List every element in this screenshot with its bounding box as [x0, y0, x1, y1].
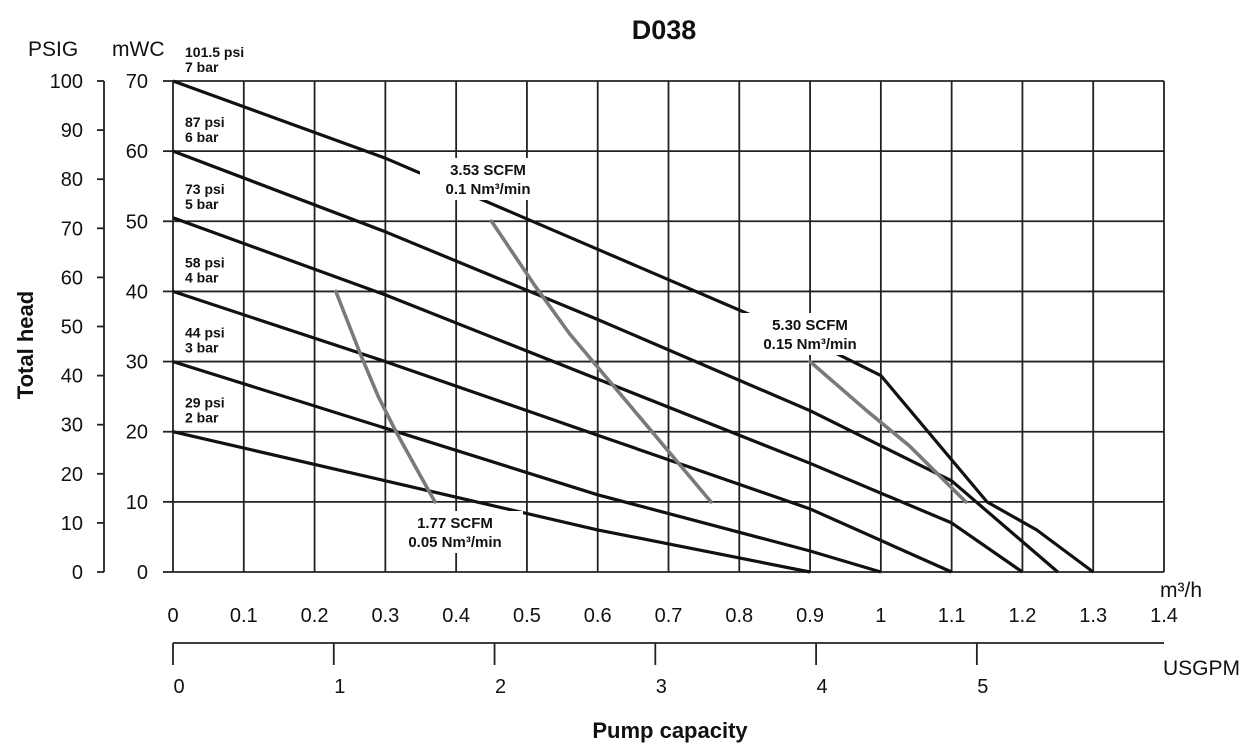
x-unit-label: m³/h: [1160, 579, 1202, 602]
curve-label-psi: 44 psi: [185, 325, 225, 341]
curve-label-bar: 7 bar: [185, 59, 219, 75]
curve-label-bg: [180, 393, 242, 427]
air-label-nm3: 0.15 Nm³/min: [763, 336, 856, 353]
curve-label-bg: [180, 43, 242, 76]
pressure-curve: [172, 289, 953, 574]
mwc-tick-label: 20: [126, 422, 148, 444]
air-consumption-curves: [334, 219, 968, 504]
pressure-curve: [172, 216, 1024, 574]
curve-label-bar: 2 bar: [185, 410, 219, 426]
curve-label-bar: 6 bar: [185, 129, 219, 145]
psig-tick-label: 50: [61, 317, 83, 339]
psig-tick-label: 80: [61, 169, 83, 191]
curve-label-psi: 58 psi: [185, 254, 225, 270]
x-tick-label: 0.8: [725, 605, 753, 627]
chart-title: D038: [632, 15, 697, 45]
x-tick-label: 0.1: [230, 605, 258, 627]
air-label-nm3: 0.1 Nm³/min: [445, 181, 530, 198]
usgpm-tick-label: 1: [334, 676, 345, 698]
air-label-scfm: 1.77 SCFM: [417, 515, 493, 532]
curve-label-psi: 87 psi: [185, 114, 225, 130]
psig-tick-label: 30: [61, 415, 83, 437]
usgpm-tick-label: 3: [656, 676, 667, 698]
air-label-bg: [742, 313, 878, 355]
x-tick-label: 0.9: [796, 605, 824, 627]
psig-tick-label: 100: [50, 71, 83, 93]
curve-label-bar: 5 bar: [185, 196, 219, 212]
curve-label-bg: [180, 113, 242, 147]
psig-tick-label: 90: [61, 120, 83, 142]
air-label-scfm: 3.53 SCFM: [450, 162, 526, 179]
curve-label-bar: 4 bar: [185, 269, 219, 285]
psig-tick-label: 10: [61, 513, 83, 535]
x-axes: 0 0.1 0.2 0.3 0.4 0.5 0.6 0.7 0.8 0.9 1 1.1 1.2 1.3 1.…: [167, 605, 1177, 698]
psig-tick-label: 60: [61, 267, 83, 289]
x-tick-label: 0: [167, 605, 178, 627]
pressure-curves: [172, 79, 1095, 574]
mwc-tick-label: 0: [137, 562, 148, 584]
x-tick-label: 0.6: [584, 605, 612, 627]
air-label-nm3: 0.05 Nm³/min: [408, 534, 501, 551]
x-tick-label: 0.5: [513, 605, 541, 627]
mwc-tick-label: 30: [126, 352, 148, 374]
curve-label-bg: [180, 179, 242, 213]
air-curve: [489, 219, 713, 504]
y-axes: 0 10 20 30 40 50 60 70 0 10 20 30 40 50 60 70 80 90 100: [50, 71, 173, 584]
air-label-scfm: 5.30 SCFM: [772, 317, 848, 334]
usgpm-tick-label: 4: [817, 676, 828, 698]
x-tick-label: 1: [875, 605, 886, 627]
usgpm-tick-label: 5: [977, 676, 988, 698]
psig-unit-label: PSIG: [28, 38, 78, 61]
pressure-curve: [172, 149, 1059, 574]
curve-label-bg: [180, 323, 242, 357]
pressure-curve: [172, 360, 882, 574]
air-label-bg: [387, 511, 523, 553]
y-axis-label: Total head: [13, 291, 38, 399]
x-axis-label: Pump capacity: [592, 718, 748, 743]
x-tick-label: 0.3: [371, 605, 399, 627]
curve-label-psi: 73 psi: [185, 181, 225, 197]
curve-label-psi: 101.5 psi: [185, 44, 244, 60]
psig-tick-label: 20: [61, 464, 83, 486]
mwc-tick-label: 70: [126, 71, 148, 93]
air-curve: [808, 359, 968, 504]
air-label-bg: [420, 158, 556, 200]
usgpm-tick-label: 2: [495, 676, 506, 698]
psig-tick-label: 0: [72, 562, 83, 584]
x2-unit-label: USGPM: [1163, 657, 1240, 680]
mwc-tick-label: 60: [126, 141, 148, 163]
curve-label-psi: 29 psi: [185, 395, 225, 411]
x-tick-label: 1.1: [938, 605, 966, 627]
mwc-tick-label: 50: [126, 211, 148, 233]
x-tick-label: 0.2: [301, 605, 329, 627]
x-tick-label: 1.2: [1009, 605, 1037, 627]
psig-tick-label: 70: [61, 218, 83, 240]
mwc-tick-label: 10: [126, 492, 148, 514]
x-tick-label: 1.3: [1079, 605, 1107, 627]
chart-grid: [172, 80, 1165, 573]
mwc-tick-label: 40: [126, 281, 148, 303]
curve-label-bg: [180, 253, 242, 287]
usgpm-tick-label: 0: [173, 676, 184, 698]
curve-label-bar: 3 bar: [185, 340, 219, 356]
pressure-curve: [172, 430, 811, 574]
mwc-unit-label: mWC: [112, 38, 164, 61]
x-tick-label: 1.4: [1150, 605, 1178, 627]
air-curve: [334, 289, 437, 504]
x-tick-label: 0.4: [442, 605, 470, 627]
pressure-curve: [172, 79, 1095, 574]
x-tick-label: 0.7: [655, 605, 683, 627]
psig-tick-label: 40: [61, 366, 83, 388]
